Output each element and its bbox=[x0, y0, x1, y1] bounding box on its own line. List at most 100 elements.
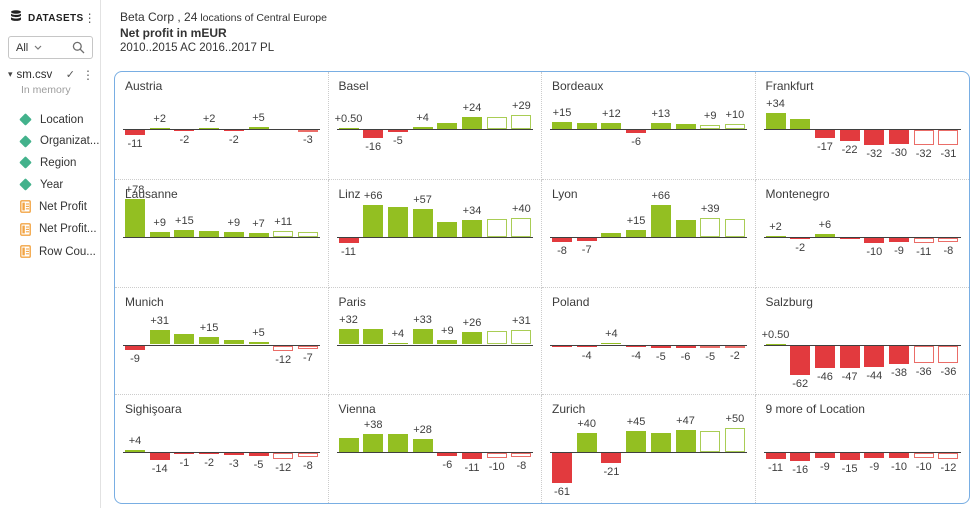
bar-2012[interactable] bbox=[601, 342, 622, 345]
collapse-caret-icon[interactable]: ▾ bbox=[8, 69, 13, 79]
bar-2011[interactable] bbox=[149, 329, 170, 345]
bar-2015[interactable] bbox=[248, 126, 269, 129]
bar-2014[interactable] bbox=[223, 232, 244, 237]
dataset-row[interactable]: ▾ sm.csv ✓ ⋮ bbox=[8, 67, 94, 82]
bar-2017[interactable] bbox=[297, 231, 318, 237]
bar-2016[interactable] bbox=[913, 237, 934, 244]
bar-2013[interactable] bbox=[199, 337, 220, 345]
bar-2017[interactable] bbox=[297, 345, 318, 349]
bar-2017[interactable] bbox=[938, 453, 959, 459]
bar-2011[interactable] bbox=[363, 329, 384, 345]
bar-2013[interactable] bbox=[412, 328, 433, 345]
bar-2016[interactable] bbox=[913, 345, 934, 363]
bar-2013[interactable] bbox=[412, 438, 433, 453]
bar-2016[interactable] bbox=[486, 331, 507, 345]
field-item-region[interactable]: Region bbox=[0, 152, 100, 174]
field-item-net-profit[interactable]: Net Profit bbox=[0, 195, 100, 218]
bar-2011[interactable] bbox=[149, 128, 170, 129]
bar-2017[interactable] bbox=[938, 130, 959, 145]
bar-2013[interactable] bbox=[199, 128, 220, 129]
bar-2017[interactable] bbox=[511, 329, 532, 345]
bar-2010[interactable] bbox=[765, 453, 786, 459]
bar-2012[interactable] bbox=[174, 453, 195, 455]
bar-2016[interactable] bbox=[486, 218, 507, 237]
bar-2012[interactable] bbox=[814, 130, 835, 139]
bar-2010[interactable] bbox=[338, 329, 359, 345]
bar-2016[interactable] bbox=[486, 453, 507, 459]
bar-2011[interactable] bbox=[576, 433, 597, 453]
bar-2010[interactable] bbox=[125, 130, 145, 136]
bar-2015[interactable] bbox=[248, 342, 269, 345]
bar-2014[interactable] bbox=[223, 339, 244, 345]
bar-2011[interactable] bbox=[790, 453, 811, 461]
bar-2014[interactable] bbox=[223, 130, 244, 131]
bar-2013[interactable] bbox=[839, 453, 860, 461]
bar-2015[interactable] bbox=[248, 233, 269, 237]
bar-2017[interactable] bbox=[938, 237, 959, 242]
bar-2015[interactable] bbox=[889, 130, 909, 145]
bar-2015[interactable] bbox=[675, 123, 696, 129]
bar-2014[interactable] bbox=[437, 222, 458, 237]
bar-2015[interactable] bbox=[889, 345, 909, 364]
bar-2015[interactable] bbox=[675, 429, 696, 453]
dataset-menu-icon[interactable]: ⋮ bbox=[82, 67, 94, 82]
bar-2011[interactable] bbox=[576, 237, 597, 242]
bar-2013[interactable] bbox=[199, 453, 220, 455]
bar-2013[interactable] bbox=[626, 130, 647, 133]
bar-2016[interactable] bbox=[273, 345, 294, 352]
bar-2016[interactable] bbox=[700, 430, 721, 453]
bar-2011[interactable] bbox=[576, 122, 597, 129]
bar-2014[interactable] bbox=[650, 433, 671, 453]
bar-2014[interactable] bbox=[437, 340, 458, 345]
bar-2017[interactable] bbox=[724, 218, 745, 237]
bar-2017[interactable] bbox=[724, 345, 745, 348]
search-icon[interactable] bbox=[72, 41, 85, 54]
bar-2011[interactable] bbox=[149, 453, 170, 460]
bar-2010[interactable] bbox=[552, 345, 572, 348]
bar-2015[interactable] bbox=[675, 219, 696, 237]
bar-2013[interactable] bbox=[839, 130, 860, 141]
bar-2011[interactable] bbox=[576, 345, 597, 348]
bar-2014[interactable] bbox=[650, 205, 671, 237]
bar-2011[interactable] bbox=[790, 237, 811, 239]
bar-2012[interactable] bbox=[387, 434, 408, 453]
bar-2010[interactable] bbox=[338, 237, 359, 244]
bar-2012[interactable] bbox=[387, 130, 408, 133]
field-item-year[interactable]: Year bbox=[0, 174, 100, 196]
field-item-net-profit[interactable]: Net Profit... bbox=[0, 218, 100, 241]
bar-2012[interactable] bbox=[174, 130, 195, 131]
dataset-filter-dropdown[interactable]: All bbox=[8, 36, 93, 59]
bar-2010[interactable] bbox=[765, 112, 786, 129]
bar-2017[interactable] bbox=[724, 124, 745, 129]
bar-2010[interactable] bbox=[765, 235, 786, 237]
bar-2016[interactable] bbox=[700, 345, 721, 348]
bar-2015[interactable] bbox=[889, 237, 909, 243]
bar-2013[interactable] bbox=[626, 229, 647, 237]
bar-2015[interactable] bbox=[675, 345, 696, 349]
field-item-row-cou[interactable]: Row Cou... bbox=[0, 241, 100, 264]
bar-2017[interactable] bbox=[938, 345, 959, 363]
bar-2014[interactable] bbox=[437, 453, 458, 457]
bar-2011[interactable] bbox=[149, 232, 170, 237]
bar-2013[interactable] bbox=[626, 430, 647, 453]
bar-2011[interactable] bbox=[790, 345, 811, 376]
bar-2010[interactable] bbox=[125, 345, 145, 350]
bar-2015[interactable] bbox=[462, 453, 482, 459]
bar-2012[interactable] bbox=[174, 229, 195, 237]
bar-2014[interactable] bbox=[864, 130, 885, 146]
bar-2010[interactable] bbox=[338, 437, 359, 453]
bar-2011[interactable] bbox=[790, 119, 811, 129]
bar-2013[interactable] bbox=[412, 209, 433, 237]
bar-2013[interactable] bbox=[412, 127, 433, 129]
bar-2015[interactable] bbox=[462, 117, 482, 129]
bar-2013[interactable] bbox=[839, 237, 860, 239]
bar-2014[interactable] bbox=[223, 453, 244, 455]
bar-2013[interactable] bbox=[199, 230, 220, 237]
bar-2014[interactable] bbox=[864, 453, 885, 458]
bar-2012[interactable] bbox=[814, 233, 835, 237]
bar-2017[interactable] bbox=[297, 453, 318, 458]
bar-2012[interactable] bbox=[174, 333, 195, 345]
bar-2011[interactable] bbox=[363, 130, 384, 138]
bar-2016[interactable] bbox=[486, 117, 507, 129]
bar-2010[interactable] bbox=[552, 237, 572, 242]
